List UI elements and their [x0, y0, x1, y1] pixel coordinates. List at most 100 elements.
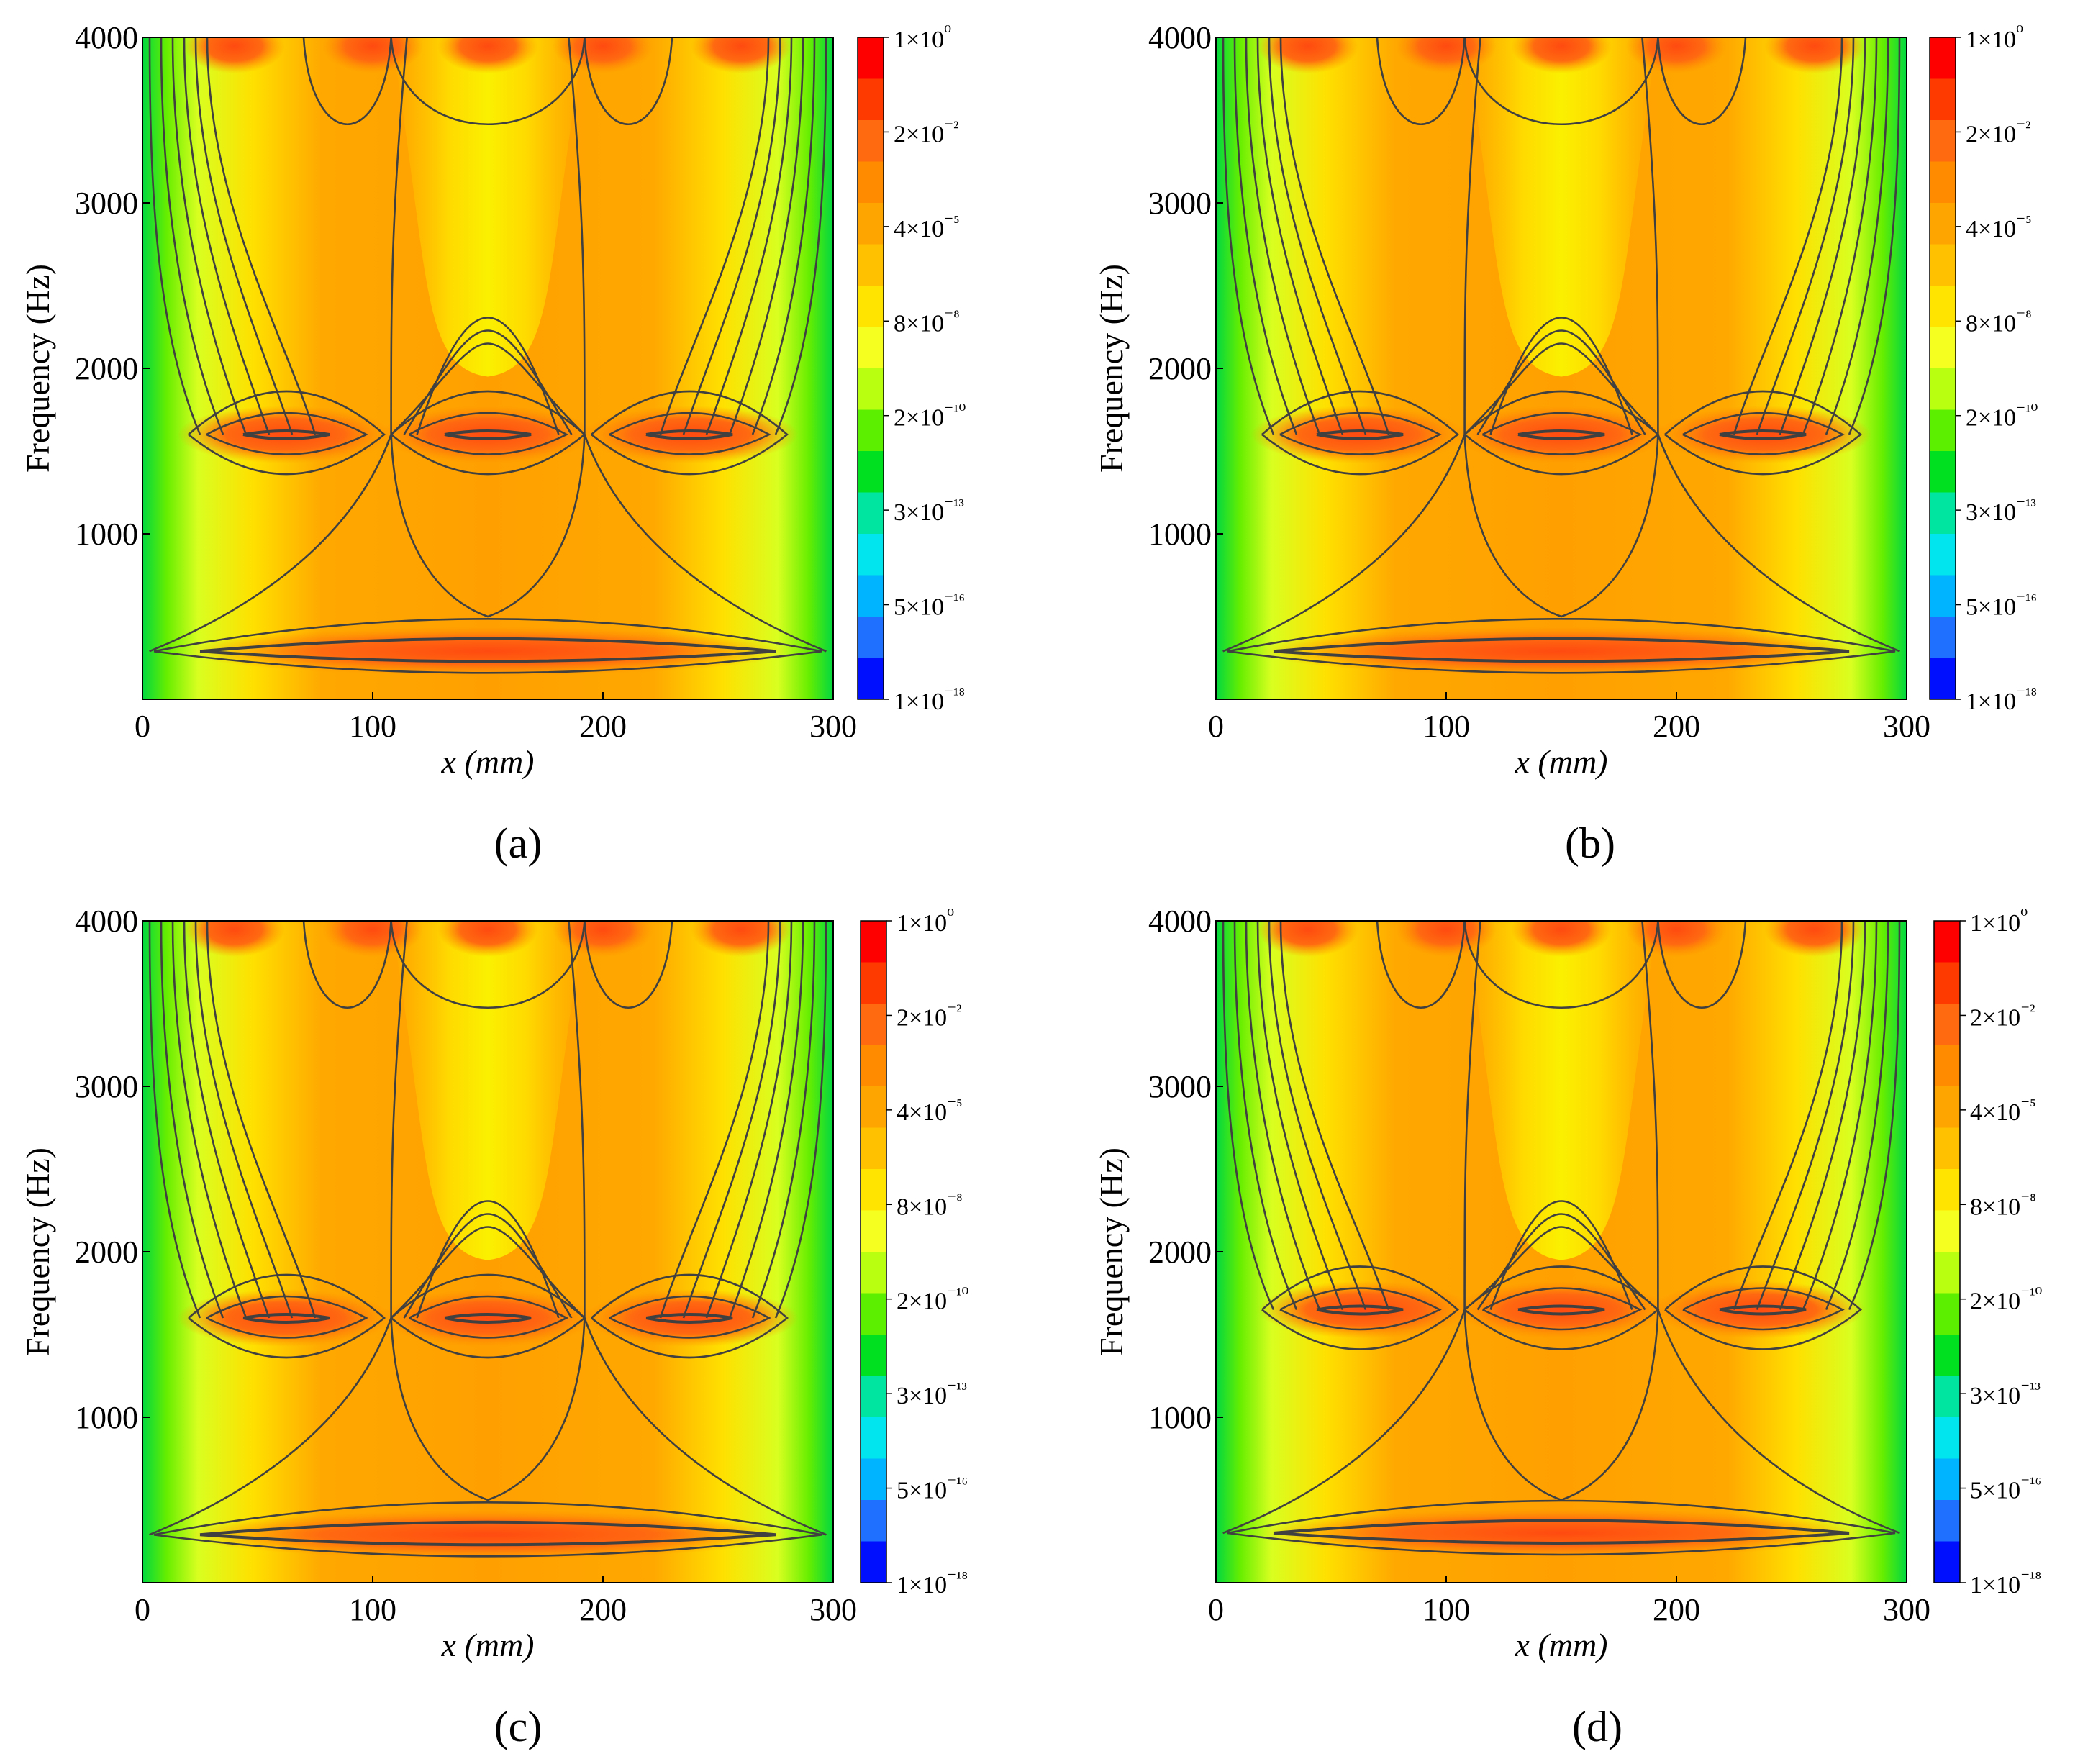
- contour-top-u: [1657, 37, 1747, 125]
- contour-edge-right: [728, 921, 804, 1319]
- contour-nodal: [1641, 921, 1659, 1310]
- colorbar-tick-label: 4×10⁻⁵: [894, 212, 960, 242]
- colorbar-tick-label: 4×10⁻⁵: [1966, 212, 2032, 242]
- contour-nodal: [1641, 37, 1659, 435]
- x-axis-label: x (mm): [441, 1627, 535, 1663]
- contour-edge-left: [1279, 37, 1390, 435]
- contour-edge-left: [1222, 37, 1275, 435]
- contour-lens-inner: [1481, 1287, 1643, 1331]
- y-tick-label: 4000: [1148, 20, 1212, 55]
- contour-lines: [1222, 921, 1901, 1556]
- colorbar-tick-label: 2×10⁻²: [894, 118, 958, 148]
- contour-top-u: [390, 921, 586, 1009]
- x-tick-label: 300: [809, 709, 857, 744]
- yellow-valley-center: [391, 37, 585, 377]
- contour-edge-right: [1779, 37, 1866, 435]
- colorbar-tick-label: 4×10⁻⁵: [1970, 1096, 2036, 1126]
- contour-lens: [1664, 1265, 1863, 1350]
- contour-bottom-inner: [1273, 637, 1850, 663]
- hot-lobe-bottom: [186, 1510, 790, 1560]
- colorbar-tick-label: 1×10⁰: [1966, 23, 2023, 53]
- colorbar-tick-label: 8×10⁻⁸: [894, 306, 960, 337]
- hot-lobe-top: [553, 921, 653, 957]
- yellow-valley-center: [1464, 37, 1658, 377]
- contour-bottom-inner: [199, 1520, 776, 1547]
- chart-panel-a: 0 100 200 300 1000 2000 3000 4000 x (mm) Frequenc…: [19, 20, 966, 867]
- contour-bottom-inner: [1273, 1519, 1850, 1545]
- contour-edge-right: [1756, 37, 1855, 435]
- plot-area-d: [1216, 921, 1907, 1583]
- colorbar-tick-label: 3×10⁻¹³: [1970, 1379, 2041, 1409]
- hot-lobe-top: [1626, 37, 1727, 73]
- contour-edge-left: [194, 37, 294, 435]
- hot-lobe-bottom: [1259, 627, 1864, 676]
- panel-label-b: (b): [1565, 819, 1615, 867]
- contour-edge-right: [1825, 37, 1889, 435]
- contour-edge-right: [682, 921, 781, 1319]
- contour-edge-right: [751, 37, 816, 435]
- hot-lobe-mid: [582, 1289, 799, 1347]
- x-tick-label: 100: [349, 709, 396, 744]
- y-axis-label: Frequency (Hz): [1093, 264, 1130, 473]
- colorbar: [1929, 37, 1956, 700]
- contour-top-u: [1376, 37, 1466, 125]
- contour-diag: [584, 1317, 827, 1536]
- contour-lens-inner: [206, 1295, 368, 1339]
- contour-center-v: [1489, 1200, 1633, 1310]
- x-tick-label: 300: [1883, 1592, 1930, 1627]
- x-tick-label: 100: [349, 1592, 396, 1627]
- contour-lines: [1222, 37, 1901, 674]
- plot-area-a: [142, 37, 833, 699]
- hot-lobe-top: [1626, 921, 1727, 957]
- contour-nodal: [568, 921, 586, 1319]
- contour-top-u: [390, 37, 586, 126]
- contour-edge-right: [1756, 921, 1855, 1310]
- contour-edge-left: [1256, 37, 1344, 435]
- contour-nodal: [568, 37, 586, 435]
- hot-lobe-top: [553, 37, 653, 73]
- hot-lobe-top: [437, 37, 538, 73]
- hot-lobe-top: [691, 921, 791, 957]
- contour-lens-core: [1517, 1304, 1605, 1316]
- contour-center-v: [416, 317, 560, 435]
- colorbar-tick-label: 3×10⁻¹³: [1966, 496, 2036, 526]
- x-tick-label: 200: [579, 709, 627, 744]
- yellow-valley-center: [1464, 921, 1658, 1260]
- y-tick-label: 1000: [75, 1400, 138, 1435]
- contour-edge-left: [194, 921, 294, 1319]
- hot-lobe-top: [322, 921, 423, 957]
- contour-center-v: [1489, 317, 1633, 435]
- contour-diag: [1222, 1309, 1466, 1535]
- contour-edge-right: [1802, 921, 1878, 1310]
- y-tick-label: 4000: [75, 20, 138, 55]
- contour-edge-right: [1825, 921, 1889, 1311]
- contour-arch: [1463, 434, 1659, 618]
- contour-top-u: [584, 37, 673, 125]
- colorbar-tick-label: 1×10⁻¹⁸: [897, 1568, 968, 1599]
- contour-diag: [149, 1317, 392, 1536]
- x-tick-label: 200: [579, 1592, 627, 1627]
- contour-top-u: [1463, 37, 1659, 126]
- colorbar-tick-label: 2×10⁻¹⁰: [897, 1285, 968, 1315]
- contour-edge-left: [1279, 921, 1390, 1310]
- contour-lens: [591, 390, 789, 476]
- contour-lens-inner: [1279, 412, 1442, 455]
- hot-lobe-mid: [1250, 406, 1467, 463]
- colorbar-tick-label: 5×10⁻¹⁶: [1966, 591, 2037, 621]
- y-tick-label: 4000: [75, 904, 138, 939]
- hot-lobe-top: [322, 37, 423, 73]
- contour-edge-right: [682, 37, 781, 435]
- y-tick-label: 2000: [1148, 1235, 1212, 1270]
- contour-lens-inner: [408, 1295, 569, 1339]
- hot-lobe-mid: [1453, 406, 1669, 463]
- contour-edge-left: [1233, 921, 1298, 1311]
- y-tick-label: 2000: [75, 351, 138, 386]
- contour-lens-inner: [1682, 1287, 1845, 1331]
- colorbar-tick-label: 1×10⁻¹⁸: [1970, 1568, 2041, 1599]
- yellow-valley-center: [391, 921, 585, 1260]
- contour-nodal: [390, 921, 408, 1319]
- colorbar-tick-label: 3×10⁻¹³: [894, 496, 964, 526]
- contour-lens: [1261, 1265, 1460, 1350]
- contour-lens-core: [1719, 1304, 1807, 1316]
